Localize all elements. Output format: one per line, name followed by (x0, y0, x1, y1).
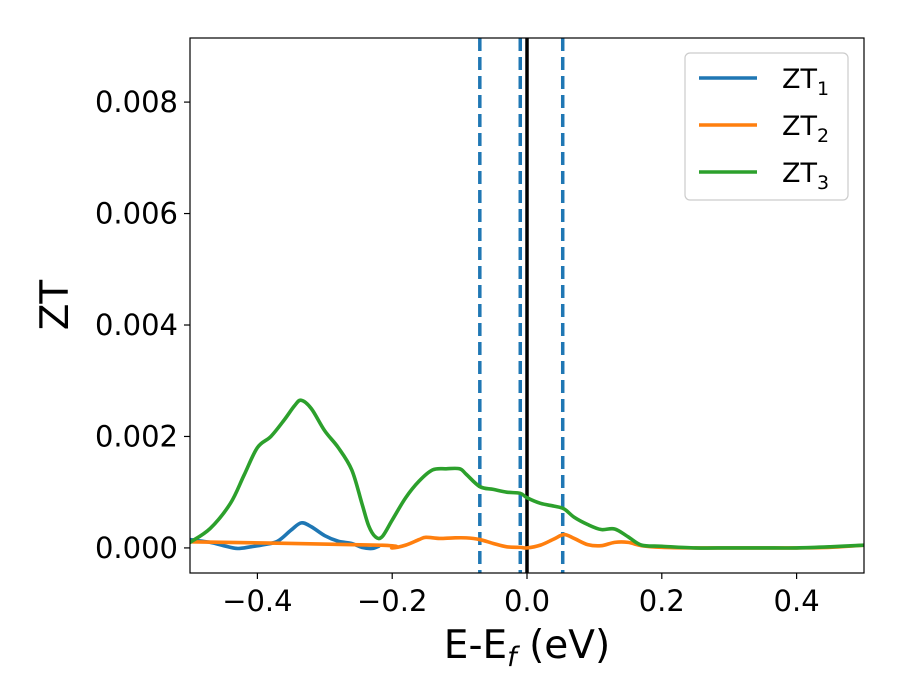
x-tick-label: 0.2 (639, 584, 685, 618)
y-axis-title: ZT (33, 280, 78, 331)
legend-label-zt3: ZT3 (782, 158, 829, 194)
x-tick-label: 0.4 (774, 584, 820, 618)
x-tick-label: −0.2 (357, 584, 427, 618)
y-tick-label: 0.002 (95, 419, 178, 453)
legend-label-zt1: ZT1 (782, 64, 829, 100)
legend: ZT1 ZT2 ZT3 (684, 52, 849, 201)
legend-frame (684, 52, 849, 201)
series-lines (190, 398, 864, 551)
x-tick-label: 0.0 (504, 584, 550, 618)
y-tick-label: 0.006 (95, 197, 178, 231)
x-tick-label: −0.4 (222, 584, 292, 618)
x-axis: −0.4 −0.2 0.0 0.2 0.4 (222, 573, 820, 618)
y-tick-label: 0.008 (95, 85, 178, 119)
y-tick-label: 0.000 (95, 531, 178, 565)
y-tick-label: 0.004 (95, 308, 178, 342)
series-line-zt3 (190, 398, 864, 550)
y-axis: 0.000 0.002 0.004 0.006 0.008 (95, 85, 190, 565)
legend-label-zt2: ZT2 (782, 111, 829, 147)
x-axis-title: E-Ef (eV) (444, 623, 610, 673)
reference-lines (478, 38, 565, 573)
